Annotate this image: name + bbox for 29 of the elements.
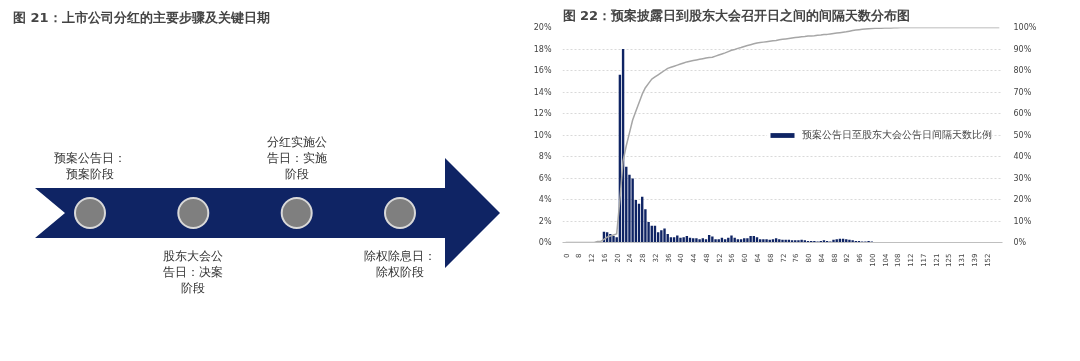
y2-tick-label: 40%	[1013, 152, 1032, 161]
text: 股东大会公告日：决案阶段	[163, 248, 224, 295]
y2-tick-label: 90%	[1013, 44, 1032, 54]
y2-tick-label: 80%	[1013, 66, 1032, 75]
y2-tick-label: 50%	[1013, 130, 1032, 140]
text: 分红实施公告日：实施阶段	[266, 134, 327, 181]
y-tick-label: 8%	[538, 152, 552, 161]
y-tick-label: 12%	[533, 109, 552, 118]
y2-tick-label: 0%	[1013, 238, 1027, 247]
y-tick-label: 4%	[538, 195, 552, 204]
y-tick-label: 16%	[533, 66, 552, 75]
y2-tick-label: 70%	[1013, 87, 1032, 97]
y2-tick-label: 60%	[1013, 109, 1032, 118]
text: 除权除息日：除权阶段	[364, 248, 436, 279]
y-tick-label: 2%	[538, 216, 552, 226]
y-tick-label: 14%	[533, 87, 552, 97]
legend-label: 预案公告日至股东大会公告日间隔天数比例	[802, 127, 992, 142]
text: 图 21：上市公司分红的主要步骤及关键日期	[12, 9, 271, 27]
y2-tick-label: 30%	[1013, 173, 1032, 183]
text: 预案公告日：预案阶段	[54, 150, 126, 181]
y-tick-label: 0%	[538, 238, 552, 247]
y-tick-label: 10%	[533, 130, 552, 140]
y2-tick-label: 20%	[1013, 195, 1032, 204]
y2-tick-label: 100%	[1013, 23, 1037, 32]
y-tick-label: 20%	[533, 23, 552, 32]
y-tick-label: 6%	[538, 173, 552, 183]
chart-title: 图 22：预案披露日到股东大会召开日之间的间隔天数分布图	[562, 7, 911, 23]
y-tick-label: 18%	[533, 44, 552, 54]
y2-tick-label: 10%	[1013, 216, 1032, 226]
